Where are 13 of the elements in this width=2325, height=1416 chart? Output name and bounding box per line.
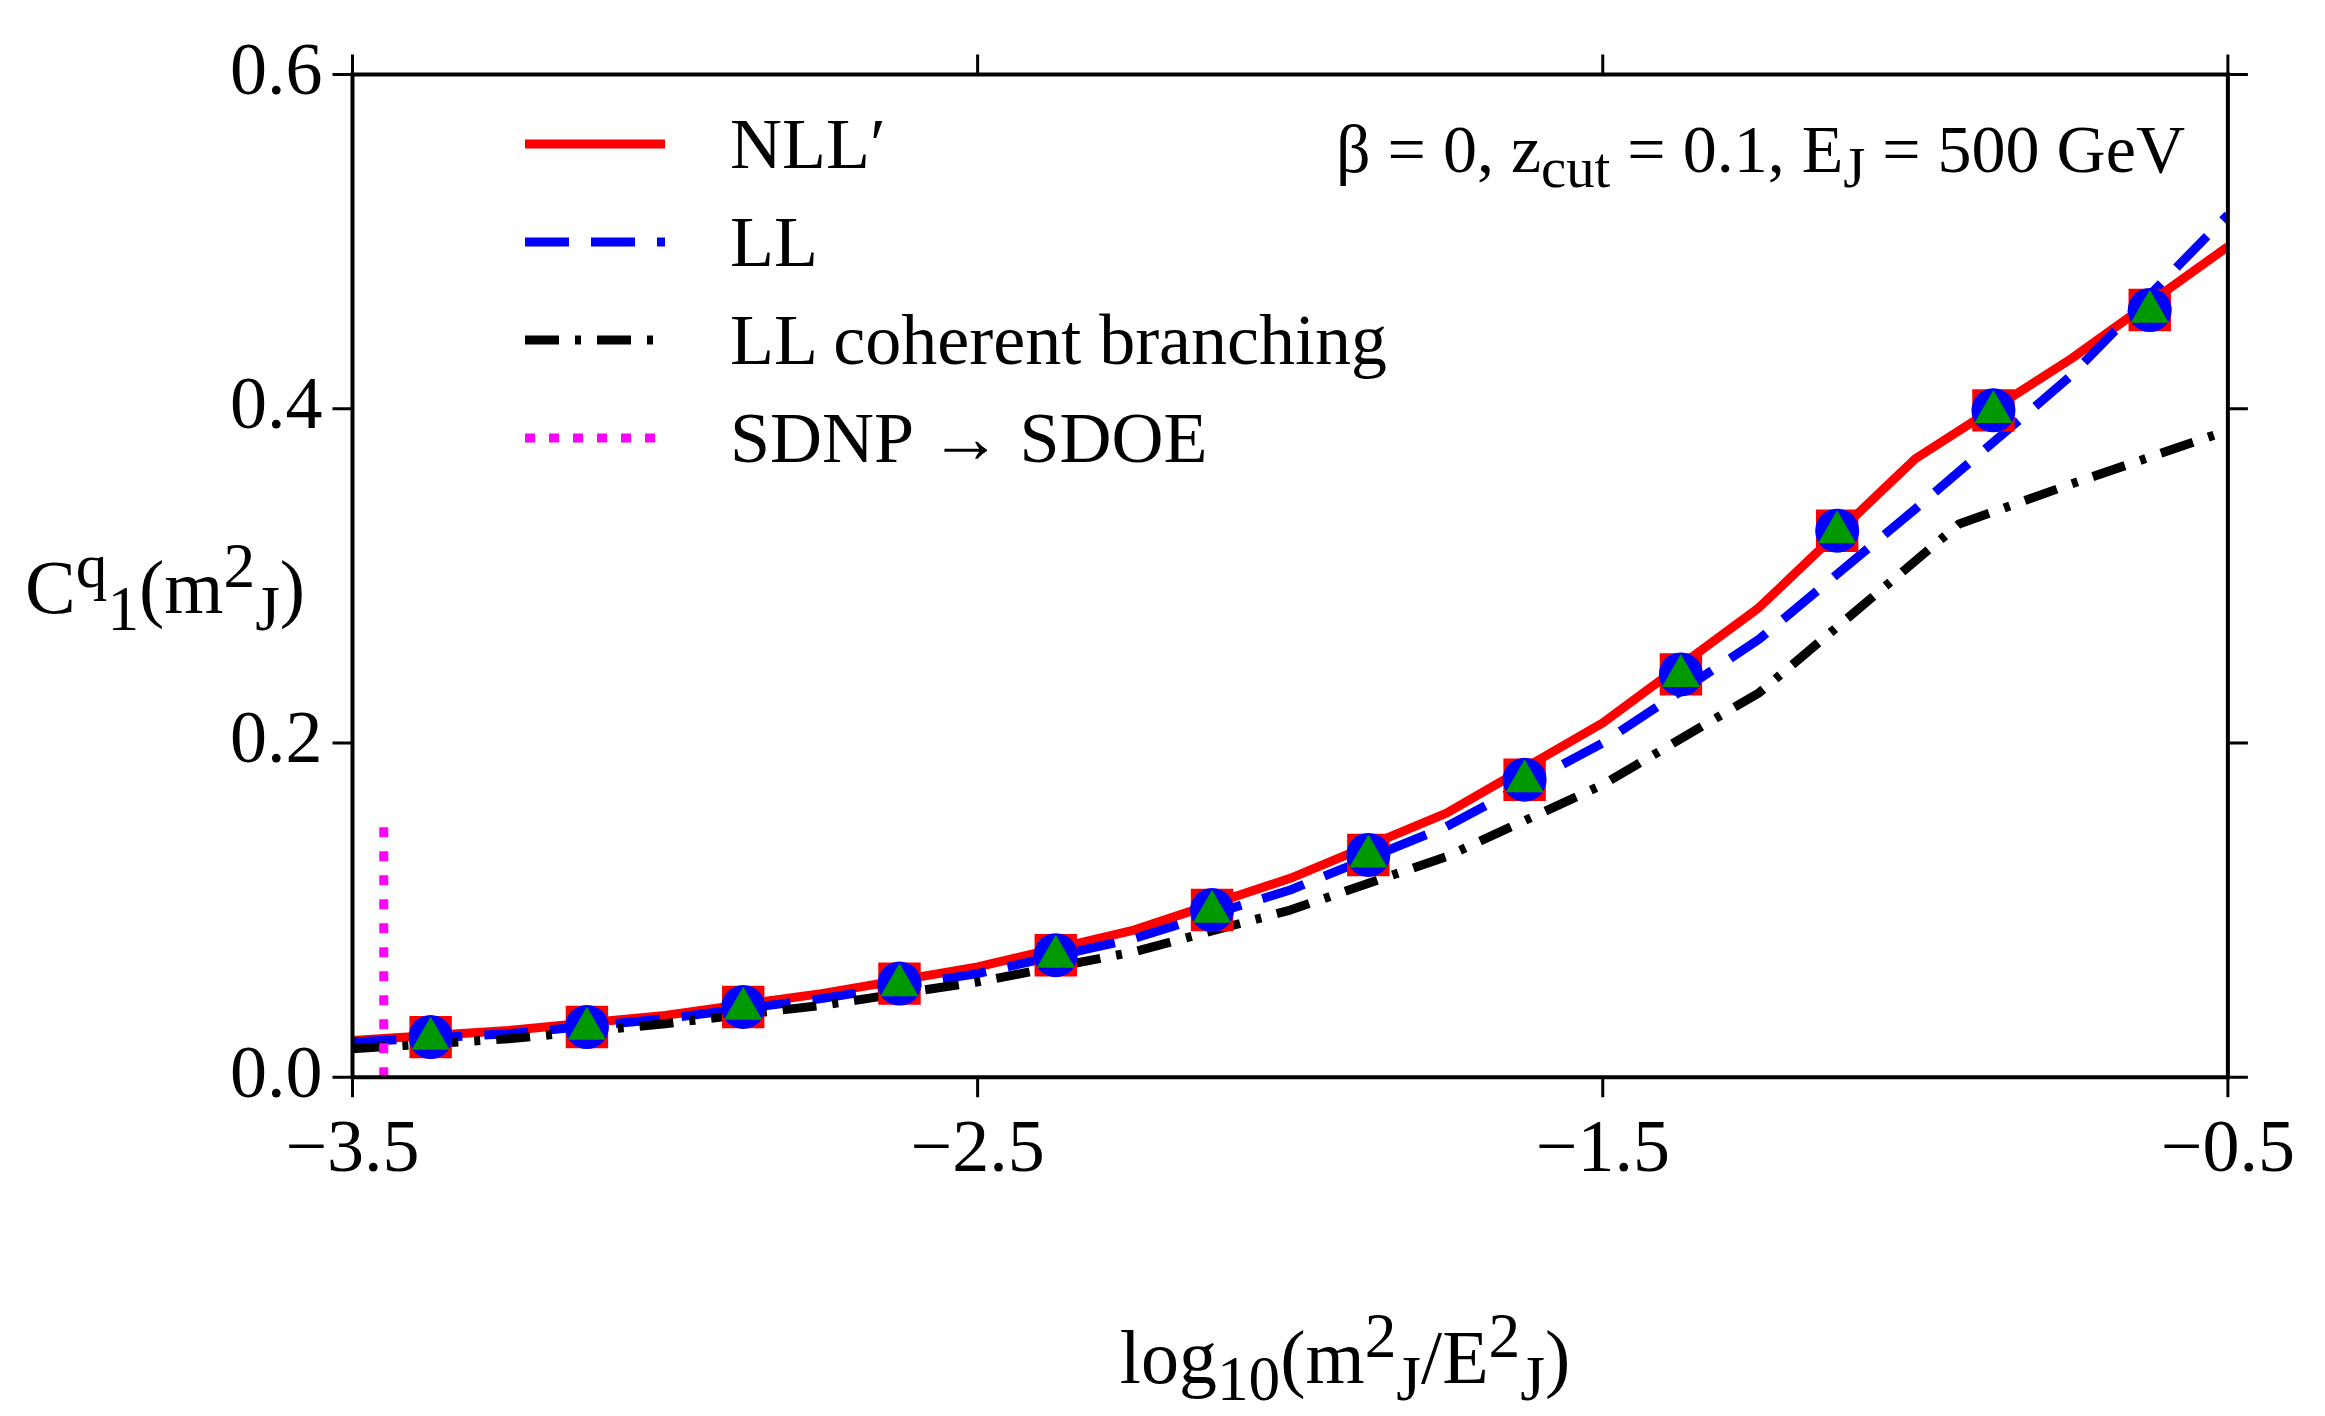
text: log$_{10}$(m$^{2}$$_{J}$/E$^{2}$$_{J}$) [1119, 1301, 1571, 1414]
x-tick-label: −0.5 [2160, 1105, 2295, 1188]
y-axis-title: C$^{q}$$_{1}$(m$^{2}$$_{J}$) [25, 530, 306, 646]
y-tick-label: 0.2 [230, 696, 323, 779]
legend-label: NLL′ [730, 103, 886, 186]
y-tick-label: 0.4 [230, 362, 323, 445]
legend-label: LL coherent branching [730, 299, 1388, 382]
y-tick-label: 0.6 [230, 27, 323, 110]
x-tick-label: −2.5 [910, 1105, 1045, 1188]
annotation: β = 0, z$_{cut}$ = 0.1, E$_{J}$ = 500 GeV [1335, 110, 2185, 200]
legend-label: LL [730, 201, 818, 284]
x-tick-label: −1.5 [1535, 1105, 1670, 1188]
legend-label: SDNP → SDOE [730, 397, 1208, 480]
